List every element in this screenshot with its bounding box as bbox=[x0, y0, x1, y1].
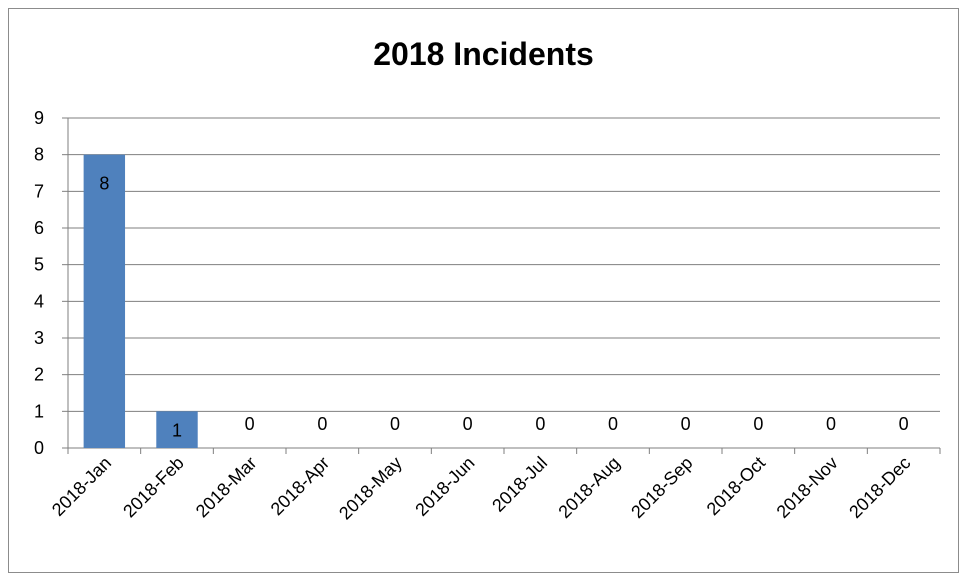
x-tick-label: 2018-Aug bbox=[554, 453, 623, 522]
data-label: 0 bbox=[753, 414, 763, 434]
data-label: 0 bbox=[317, 414, 327, 434]
data-label: 0 bbox=[826, 414, 836, 434]
x-tick-label: 2018-Mar bbox=[192, 453, 261, 522]
bar bbox=[83, 154, 126, 448]
x-tick-label: 2018-Jul bbox=[488, 453, 551, 516]
bar bbox=[156, 411, 198, 448]
x-tick-label: 2018-Jan bbox=[48, 453, 115, 520]
data-label: 8 bbox=[99, 174, 109, 194]
chart-title: 2018 Incidents bbox=[373, 36, 594, 72]
data-label: 0 bbox=[681, 414, 691, 434]
data-label: 0 bbox=[245, 414, 255, 434]
data-label: 0 bbox=[390, 414, 400, 434]
data-label: 0 bbox=[463, 414, 473, 434]
y-tick-label: 7 bbox=[34, 181, 44, 201]
x-tick-label: 2018-Nov bbox=[772, 453, 841, 522]
x-tick-label: 2018-Oct bbox=[703, 453, 770, 520]
data-label: 0 bbox=[608, 414, 618, 434]
x-tick-label: 2018-May bbox=[335, 453, 406, 524]
x-tick-label: 2018-Dec bbox=[845, 453, 914, 522]
x-tick-label: 2018-Sep bbox=[627, 453, 696, 522]
y-tick-label: 2 bbox=[34, 365, 44, 385]
x-tick-label: 2018-Feb bbox=[119, 453, 188, 522]
y-tick-label: 9 bbox=[34, 108, 44, 128]
y-tick-label: 5 bbox=[34, 255, 44, 275]
y-tick-label: 8 bbox=[34, 145, 44, 165]
y-tick-label: 1 bbox=[34, 401, 44, 421]
chart-frame bbox=[8, 8, 959, 573]
data-label: 0 bbox=[899, 414, 909, 434]
data-label: 1 bbox=[172, 421, 182, 441]
y-tick-label: 4 bbox=[34, 291, 44, 311]
y-tick-label: 6 bbox=[34, 218, 44, 238]
x-tick-label: 2018-Apr bbox=[267, 453, 334, 520]
data-label: 0 bbox=[535, 414, 545, 434]
x-tick-label: 2018-Jun bbox=[411, 453, 478, 520]
y-tick-label: 3 bbox=[34, 328, 44, 348]
y-tick-label: 0 bbox=[34, 438, 44, 458]
